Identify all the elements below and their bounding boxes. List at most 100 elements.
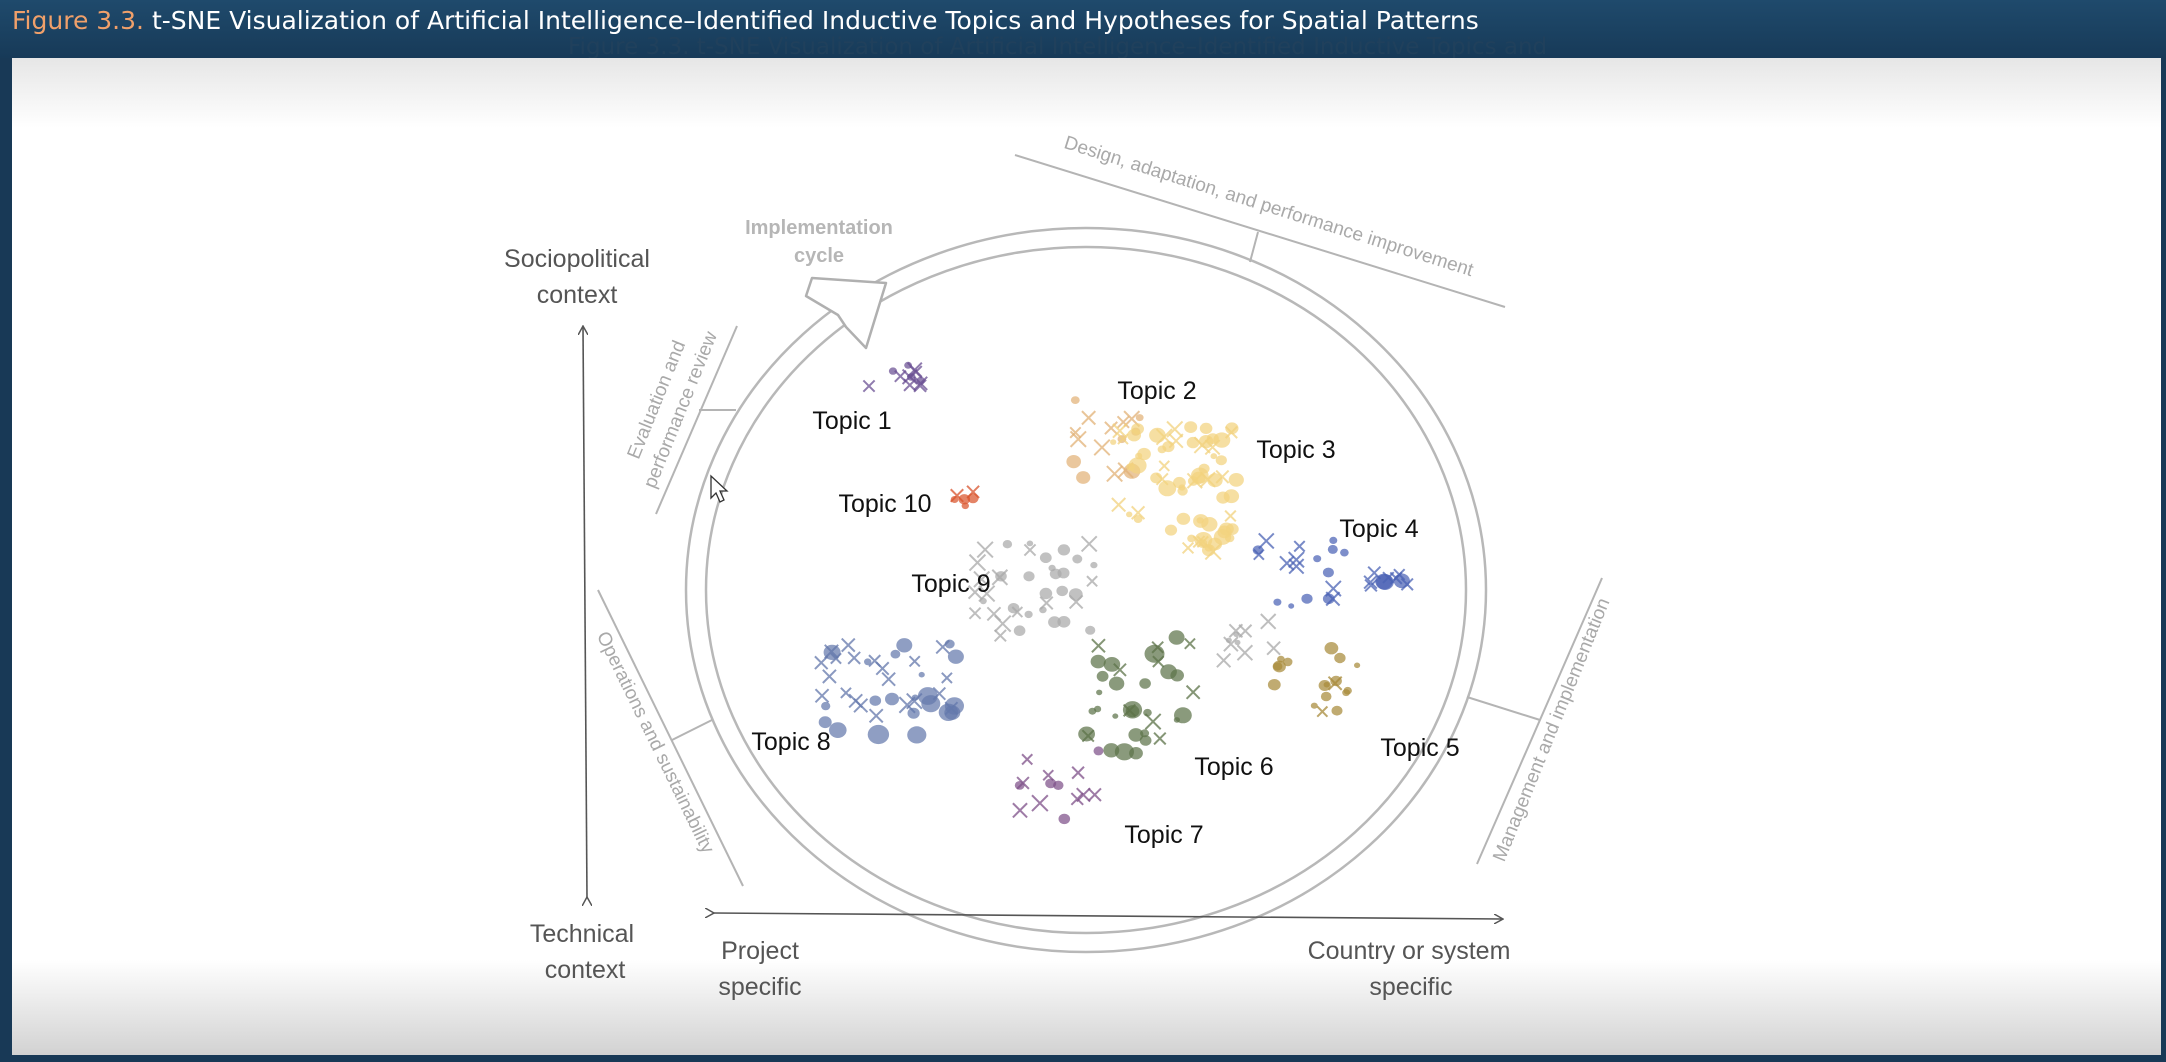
topic-point-dot (1110, 439, 1117, 445)
topic-point-dot (1068, 588, 1083, 601)
topic-point-dot (1267, 679, 1281, 691)
topic-point-dot (885, 692, 899, 706)
topic-point-dot (1176, 512, 1191, 525)
topic-3-label: Topic 3 (1256, 436, 1335, 464)
topic-point-dot (1039, 587, 1053, 600)
topic-point-dot (1207, 473, 1223, 488)
topic-point-cross (1253, 548, 1265, 561)
topic-point-cross (993, 629, 1007, 643)
topic-point-cross (1158, 460, 1170, 472)
topic-point-dot (1135, 414, 1144, 422)
topic-point-dot (1330, 675, 1342, 687)
topic-point-cross (1364, 578, 1378, 593)
topic-point-dot (1024, 610, 1033, 619)
topic-point-cross (967, 585, 983, 600)
topic-point-dot (1340, 548, 1349, 557)
topic-point-dot (1184, 421, 1198, 433)
topic-point-cross (841, 637, 856, 653)
topic-point-dot (1273, 662, 1283, 671)
topic-point-dot (1039, 606, 1047, 614)
topic-point-cross (968, 606, 982, 620)
topic-point-cross (1117, 433, 1129, 445)
topic-point-dot (1393, 573, 1410, 589)
topic-point-cross (1184, 637, 1196, 650)
panel-shade-top (12, 58, 2161, 128)
topic-point-cross (986, 606, 1002, 622)
topic-point-cross (1393, 568, 1406, 581)
topic-point-dot (1174, 707, 1192, 724)
topic-point-cross (1216, 652, 1232, 668)
topic-point-dot (1196, 517, 1204, 524)
topic-point-cross (1363, 575, 1378, 590)
topic-point-dot (1137, 447, 1151, 461)
topic-point-dot (1206, 433, 1219, 444)
project-specific-label-line2: specific (718, 973, 801, 1001)
topic-point-dot (1288, 603, 1295, 609)
topic-point-cross (913, 379, 927, 393)
topic-point-cross (1087, 787, 1102, 802)
topic-point-cross (978, 585, 996, 603)
topic-point-cross (1080, 535, 1098, 553)
cycle-label-line2: cycle (794, 245, 844, 267)
context-axes (583, 327, 1502, 919)
topic-point-dot (1139, 735, 1152, 746)
phase-design-label: Design, adaptation, and performance impr… (1062, 132, 1477, 281)
topic-point-cross (1316, 705, 1329, 718)
topic-point-dot (1324, 642, 1339, 655)
topic-point-dot (1186, 436, 1200, 449)
topic-point-cross (1122, 703, 1137, 717)
topic-2-label: Topic 2 (1117, 377, 1196, 405)
topic-point-cross (862, 379, 876, 393)
topic-point-dot (995, 571, 1007, 582)
topic-point-cross (1021, 753, 1034, 766)
topic-point-cross (1224, 509, 1237, 523)
topic-point-cross (1069, 430, 1087, 448)
topic-point-cross (840, 687, 852, 699)
topic-point-dot (1139, 678, 1151, 689)
topic-point-dot (1301, 593, 1313, 604)
topic-point-cross (1031, 794, 1049, 812)
topic-point-dot (1103, 743, 1120, 758)
topic-point-dot (1131, 423, 1144, 435)
topic-point-cross (894, 369, 907, 383)
topic-point-cross (1104, 421, 1118, 435)
topic-point-dot (1090, 561, 1098, 569)
figure-title: Figure 3.3. t-SNE Visualization of Artif… (12, 6, 1479, 35)
topic-point-dot (1013, 625, 1026, 636)
topic-point-dot (1199, 539, 1208, 547)
topic-point-dot (1056, 585, 1068, 597)
topic-point-cross (1223, 636, 1239, 652)
topic-point-cross (1081, 410, 1097, 426)
topic-point-dot (1039, 552, 1052, 563)
topic-point-cross (814, 655, 829, 670)
topic-point-dot (1150, 472, 1163, 484)
topic-point-dot (1072, 554, 1083, 564)
topic-point-dot (1323, 681, 1330, 688)
horizontal-axis-arrow (713, 913, 1502, 919)
topic-point-dot (1122, 701, 1143, 719)
technical-label-line1: Technical (530, 920, 634, 948)
topic-point-dot (1233, 631, 1240, 637)
sociopolitical-label-line1: Sociopolitical (504, 245, 650, 273)
diagram-labels: Implementation cycle Design, adaptation,… (504, 132, 1614, 1001)
topic-point-cross (1238, 624, 1253, 638)
topic-point-dot (1173, 476, 1186, 489)
topic-point-dot (1234, 639, 1241, 646)
topic-point-cross (1279, 555, 1295, 571)
topic-point-cross (976, 541, 994, 559)
title-bar: Figure 3.3. t-SNE Visualization of Artif… (0, 0, 2166, 60)
topic-point-dot (1112, 713, 1119, 719)
topic-point-dot (1334, 652, 1346, 664)
topic-point-cross (1106, 465, 1123, 483)
topic-point-dot (1170, 669, 1184, 682)
topic-point-dot (1168, 630, 1185, 645)
topic-point-dot (1096, 689, 1103, 696)
topic-point-dot (1090, 654, 1106, 669)
panel-shade-bottom (12, 960, 2161, 1055)
topic-6-label: Topic 6 (1194, 753, 1273, 781)
topic-point-cross (1144, 713, 1162, 730)
topic-point-dot (888, 367, 898, 375)
topic-point-dot (1225, 422, 1239, 435)
topic-point-cross (1258, 532, 1275, 550)
topic-point-dot (1199, 422, 1213, 434)
